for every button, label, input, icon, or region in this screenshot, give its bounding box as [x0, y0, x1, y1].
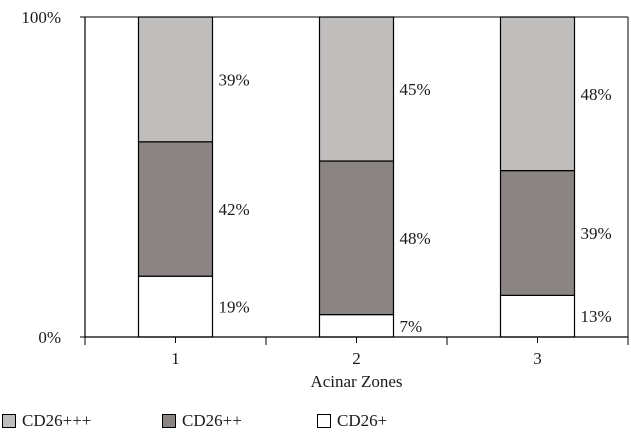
bar-segment-cd26p-zone-3 — [499, 294, 576, 338]
bar-segment-cd26ppp-zone-3 — [499, 16, 576, 172]
y-tick-label-1: 0% — [38, 328, 61, 347]
data-label-cd26pp-zone-2: 48% — [400, 229, 431, 248]
x-tick-label-1: 1 — [171, 349, 180, 368]
data-label-cd26ppp-zone-2: 45% — [400, 80, 431, 99]
x-tick-label-2: 2 — [352, 349, 361, 368]
legend-item-cd26-high: CD26+++ — [2, 410, 91, 432]
bar-segment-cd26p-zone-2 — [318, 314, 395, 338]
legend-label-cd26-low: CD26+ — [337, 411, 388, 430]
bar-segment-cd26pp-zone-3 — [499, 170, 576, 297]
bar-segment-cd26p-zone-1 — [137, 275, 214, 338]
legend: CD26+++ CD26++ CD26+ — [0, 406, 631, 436]
data-label-cd26p-zone-2: 7% — [400, 317, 423, 336]
data-label-cd26pp-zone-3: 39% — [581, 224, 612, 243]
chart-canvas: 19% 42% 39% 1 7% 48% 45% 2 13% 39% 48% 3 100% 0% Acina… — [21, 8, 629, 391]
data-label-cd26pp-zone-1: 42% — [219, 200, 250, 219]
x-axis-title: Acinar Zones — [310, 372, 402, 391]
legend-label-cd26-high: CD26+++ — [22, 411, 92, 430]
bar-segment-cd26ppp-zone-1 — [137, 16, 214, 143]
bar-segment-cd26pp-zone-2 — [318, 160, 395, 316]
bar-segment-cd26pp-zone-1 — [137, 141, 214, 277]
data-label-cd26ppp-zone-3: 48% — [581, 85, 612, 104]
y-tick-label-0: 100% — [21, 8, 61, 27]
data-label-cd26ppp-zone-1: 39% — [219, 70, 250, 89]
legend-label-cd26-mid: CD26++ — [182, 411, 242, 430]
legend-swatch-cd26-low — [317, 414, 331, 428]
legend-item-cd26-mid: CD26++ — [162, 410, 242, 432]
data-label-cd26p-zone-3: 13% — [581, 307, 612, 326]
bar-segment-cd26ppp-zone-2 — [318, 16, 395, 162]
legend-swatch-cd26-high — [2, 414, 16, 428]
legend-swatch-cd26-mid — [162, 414, 176, 428]
x-tick-label-3: 3 — [533, 349, 542, 368]
legend-item-cd26-low: CD26+ — [317, 410, 387, 432]
data-label-cd26p-zone-1: 19% — [219, 298, 250, 317]
